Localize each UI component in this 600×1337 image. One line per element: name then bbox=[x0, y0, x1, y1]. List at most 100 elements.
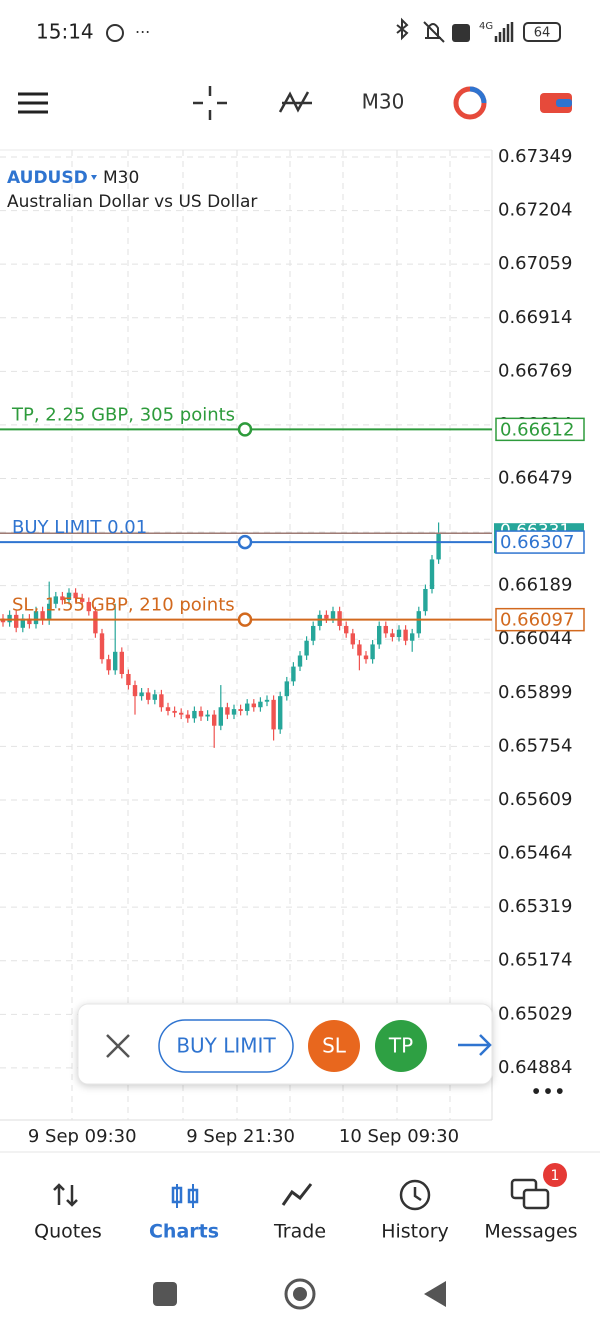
candle-body bbox=[60, 596, 65, 601]
order-type: BUY LIMIT bbox=[176, 1034, 276, 1058]
candle-body bbox=[324, 614, 329, 619]
sl-button[interactable] bbox=[308, 1020, 360, 1072]
y-tick-label: 0.66769 bbox=[498, 360, 572, 381]
home-button[interactable] bbox=[284, 1278, 316, 1310]
candle-body bbox=[73, 592, 78, 599]
candle-body bbox=[93, 611, 98, 634]
candle-body bbox=[377, 625, 382, 645]
x-tick-label: 10 Sep 09:30 bbox=[339, 1126, 459, 1147]
y-tick-label: 0.67204 bbox=[498, 200, 572, 221]
quotes-icon bbox=[53, 1183, 78, 1207]
level-price: 0.66612 bbox=[500, 419, 574, 440]
nav-item[interactable]: Charts bbox=[149, 1221, 219, 1243]
messages-badge bbox=[543, 1163, 567, 1187]
sl-label: SL bbox=[322, 1034, 347, 1058]
charts-icon bbox=[171, 1186, 183, 1204]
candle-body bbox=[198, 710, 204, 717]
level-price: 0.66097 bbox=[500, 610, 574, 631]
y-tick-label: 0.66189 bbox=[498, 575, 572, 596]
candle-body bbox=[436, 533, 441, 560]
tp-button[interactable] bbox=[375, 1020, 427, 1072]
level-price: 0.66307 bbox=[500, 532, 574, 553]
candle-body bbox=[113, 651, 118, 671]
indicators-button[interactable] bbox=[278, 91, 312, 113]
candle-body bbox=[370, 644, 375, 660]
y-tick-label: 0.65464 bbox=[498, 843, 572, 864]
candle-body bbox=[27, 618, 32, 625]
candle-body bbox=[159, 694, 164, 708]
candle-body bbox=[383, 625, 388, 634]
level-handle bbox=[237, 422, 253, 437]
y-tick-label: 0.67059 bbox=[498, 253, 572, 274]
tp-label: TP bbox=[388, 1034, 413, 1058]
candle-body bbox=[218, 707, 223, 726]
level-handle bbox=[237, 534, 253, 550]
level-price-box bbox=[495, 417, 585, 442]
candle-body bbox=[47, 603, 52, 621]
y-tick-label: 0.66044 bbox=[498, 628, 572, 649]
candle-body bbox=[311, 625, 316, 641]
candle-body bbox=[146, 692, 151, 700]
order-type-button[interactable] bbox=[158, 1019, 294, 1073]
candle-body bbox=[80, 598, 85, 602]
level-price-box bbox=[495, 530, 585, 554]
more-button[interactable]: ••• bbox=[530, 1080, 565, 1104]
messages-badge-count: 1 bbox=[551, 1168, 560, 1184]
whatsapp-icon bbox=[106, 24, 124, 42]
candle-body bbox=[106, 659, 111, 671]
candle-body bbox=[231, 709, 237, 715]
candle-body bbox=[212, 714, 217, 726]
candle-body bbox=[165, 707, 171, 711]
level-label: BUY LIMIT 0.01 bbox=[12, 517, 147, 538]
candle-body bbox=[410, 633, 415, 641]
nav-item[interactable]: Quotes bbox=[34, 1221, 102, 1243]
history-icon bbox=[399, 1179, 431, 1211]
candle-body bbox=[225, 707, 230, 715]
signal-icon bbox=[494, 22, 514, 42]
candle-body bbox=[192, 710, 197, 719]
level-handle bbox=[237, 612, 253, 627]
y-tick-label: 0.65899 bbox=[498, 682, 572, 703]
battery-icon bbox=[523, 22, 561, 42]
candle-body bbox=[152, 694, 157, 700]
candle-body bbox=[403, 629, 408, 641]
candle-body bbox=[126, 673, 131, 686]
chart-timeframe: M30 bbox=[103, 168, 139, 188]
y-tick-label: 0.66479 bbox=[498, 468, 572, 489]
mute-icon bbox=[423, 21, 445, 43]
y-tick-label: 0.65029 bbox=[498, 1003, 572, 1024]
candle-body bbox=[14, 614, 19, 628]
candle-body bbox=[53, 596, 58, 604]
objects-button-accent bbox=[469, 86, 487, 104]
back-button[interactable] bbox=[424, 1281, 446, 1307]
nav-item[interactable]: Trade bbox=[273, 1221, 326, 1243]
candle-body bbox=[337, 611, 342, 626]
nav-item[interactable]: Messages bbox=[484, 1221, 577, 1243]
bluetooth-icon bbox=[396, 17, 409, 41]
y-tick-label: 0.65754 bbox=[498, 735, 572, 756]
close-button[interactable] bbox=[106, 1034, 130, 1058]
battery-level: 64 bbox=[534, 26, 551, 41]
symbol[interactable]: AUDUSD bbox=[7, 168, 88, 188]
candle-body bbox=[423, 588, 428, 612]
candle-body bbox=[139, 692, 144, 697]
menu-button[interactable] bbox=[18, 92, 48, 114]
candle-body bbox=[99, 633, 105, 660]
candle-body bbox=[278, 696, 283, 730]
y-tick-label: 0.65319 bbox=[498, 896, 572, 917]
crosshair-button[interactable] bbox=[193, 86, 227, 120]
candle-body bbox=[33, 611, 39, 625]
candle-body bbox=[363, 655, 369, 660]
nav-item[interactable]: History bbox=[381, 1221, 449, 1243]
candle-body bbox=[330, 611, 336, 619]
candle-body bbox=[344, 625, 349, 634]
candle-body bbox=[271, 699, 276, 730]
recents-button[interactable] bbox=[153, 1282, 177, 1306]
timeframe-button[interactable]: M30 bbox=[362, 90, 405, 114]
symbol-dropdown[interactable] bbox=[91, 175, 97, 180]
next-button[interactable] bbox=[458, 1034, 492, 1056]
y-tick-label: 0.67349 bbox=[498, 146, 572, 167]
y-tick-label: 0.64884 bbox=[498, 1057, 572, 1078]
candle-body bbox=[86, 601, 91, 612]
